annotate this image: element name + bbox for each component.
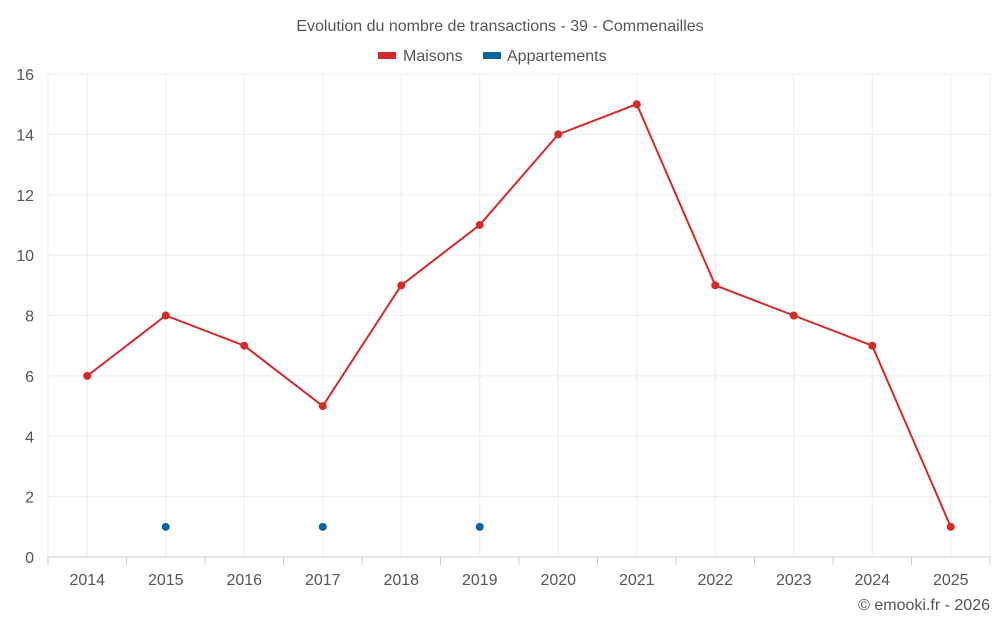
series-layer [83,100,955,531]
grid [47,73,991,558]
legend-item-maisons[interactable]: Maisons [378,48,463,65]
y-tick-label: 0 [25,550,34,567]
x-tick-label: 2019 [462,572,498,589]
x-tick-label: 2022 [697,572,733,589]
y-tick-label: 14 [16,127,34,144]
data-point-maisons-2021[interactable] [632,100,641,109]
data-point-maisons-2022[interactable] [711,281,720,290]
y-tick-label: 2 [25,490,34,507]
y-tick-label: 4 [25,429,34,446]
y-tick-label: 8 [25,309,34,326]
legend-label-maisons: Maisons [403,48,463,65]
y-tick-label: 10 [16,248,34,265]
data-point-maisons-2023[interactable] [789,311,798,320]
x-tick-label: 2021 [619,572,655,589]
x-tick-label: 2023 [776,572,812,589]
legend: Maisons Appartements [378,48,607,65]
x-tick-label: 2014 [69,572,105,589]
legend-label-appartements: Appartements [507,48,607,65]
x-tick-label: 2017 [305,572,341,589]
data-point-maisons-2024[interactable] [868,341,877,350]
legend-item-appartements[interactable]: Appartements [483,48,607,65]
series-line-maisons [86,103,952,528]
data-point-maisons-2015[interactable] [161,311,170,320]
data-point-maisons-2019[interactable] [475,220,484,229]
legend-swatch-maisons [378,52,396,59]
y-tick-label: 12 [16,188,34,205]
credit: © emooki.fr - 2026 [858,597,990,614]
data-point-appartements-2019[interactable] [475,522,484,531]
y-axis: 0 2 4 6 8 10 12 14 16 [16,67,34,567]
data-point-maisons-2020[interactable] [554,130,563,139]
data-point-maisons-2016[interactable] [240,341,249,350]
y-tick-label: 16 [16,67,34,84]
data-point-maisons-2014[interactable] [83,371,92,380]
x-tick-label: 2018 [383,572,419,589]
x-tick-label: 2024 [854,572,890,589]
legend-swatch-appartements [483,52,501,59]
data-point-maisons-2025[interactable] [946,522,955,531]
y-tick-label: 6 [25,369,34,386]
data-point-maisons-2018[interactable] [397,281,406,290]
x-tick-label: 2015 [148,572,184,589]
x-axis: 2014 2015 2016 2017 2018 2019 2020 2021 2022 2023… [47,557,991,589]
data-point-maisons-2017[interactable] [318,402,327,411]
x-tick-label: 2016 [226,572,262,589]
chart-title: Evolution du nombre de transactions - 39… [296,18,703,35]
data-point-appartements-2017[interactable] [318,522,327,531]
x-tick-label: 2020 [540,572,576,589]
data-point-appartements-2015[interactable] [161,522,170,531]
x-tick-label: 2025 [933,572,969,589]
